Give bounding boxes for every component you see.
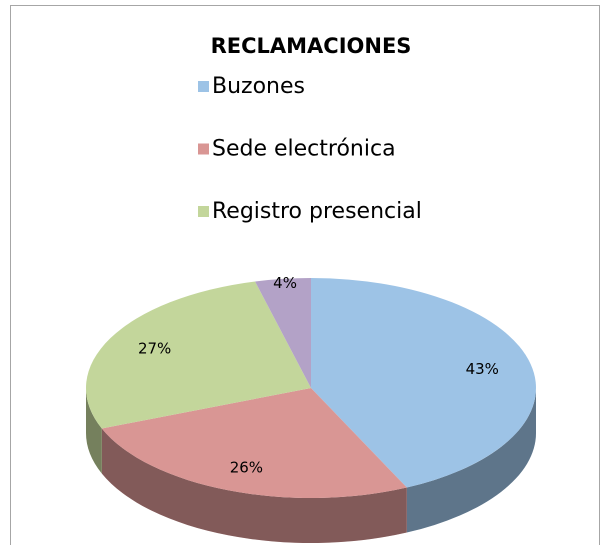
data-label: 43% (466, 360, 499, 378)
data-label: 26% (230, 458, 263, 476)
data-label: 4% (273, 274, 297, 292)
legend-swatch (198, 206, 209, 217)
data-label: 27% (138, 340, 171, 358)
legend-swatch (198, 143, 209, 155)
slice (101, 388, 407, 498)
legend-label: Registro presencial (212, 199, 422, 224)
slice-side (406, 388, 536, 533)
slice-side-shade (101, 428, 407, 543)
legend-label: Buzones (212, 74, 305, 99)
slice (85, 281, 311, 429)
slice-side (101, 428, 407, 543)
slice-side (86, 388, 102, 474)
slice-side-shade (406, 388, 536, 533)
legend-label: Sede electrónica (212, 137, 396, 162)
legend-swatch (198, 81, 209, 92)
slice-side-shade (86, 388, 102, 474)
chart-title: RECLAMACIONES (211, 34, 412, 58)
slice (255, 278, 311, 388)
slice (311, 278, 536, 488)
